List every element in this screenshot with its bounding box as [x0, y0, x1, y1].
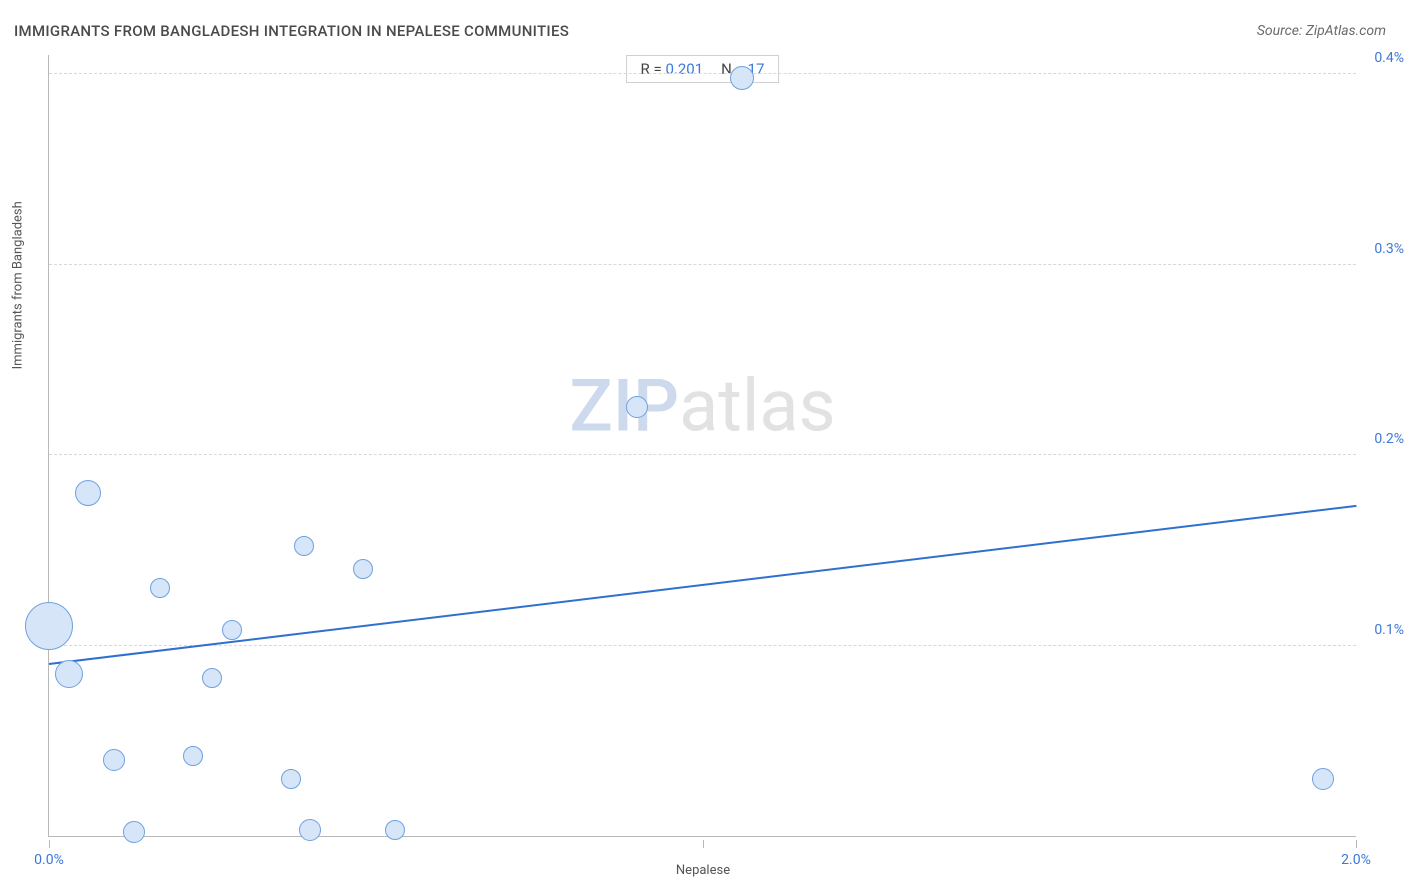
r-value: 0.201: [665, 60, 703, 78]
data-point: [730, 66, 754, 90]
r-label: R =: [641, 60, 662, 78]
data-point: [75, 480, 101, 506]
data-point: [103, 749, 125, 771]
chart-source: Source: ZipAtlas.com: [1257, 23, 1386, 39]
x-tick-label: 2.0%: [1341, 852, 1371, 868]
data-point: [150, 578, 170, 598]
watermark-zip: ZIP: [569, 364, 679, 449]
x-tick-label: 0.0%: [34, 852, 64, 868]
y-tick-label: 0.4%: [1374, 50, 1404, 66]
scatter-chart: ZIPatlas R = 0.201 N = 17 0.1%0.2%0.3%0.…: [48, 55, 1356, 837]
r-stat: R = 0.201: [641, 60, 704, 78]
data-point: [183, 746, 203, 766]
watermark: ZIPatlas: [569, 364, 835, 449]
data-point: [202, 668, 222, 688]
trend-line: [49, 504, 1356, 664]
gridline: [49, 645, 1356, 646]
chart-title: IMMIGRANTS FROM BANGLADESH INTEGRATION I…: [14, 22, 569, 40]
data-point: [1312, 768, 1334, 790]
y-tick-label: 0.2%: [1374, 431, 1404, 447]
data-point: [123, 821, 145, 843]
data-point: [222, 620, 242, 640]
y-tick-label: 0.3%: [1374, 241, 1404, 257]
gridline: [49, 454, 1356, 455]
watermark-atlas: atlas: [679, 364, 836, 449]
x-tick: [1356, 840, 1357, 848]
x-tick: [49, 840, 50, 848]
y-axis-label: Immigrants from Bangladesh: [11, 201, 26, 369]
data-point: [353, 559, 373, 579]
data-point: [281, 769, 301, 789]
x-axis-label: Nepalese: [676, 863, 730, 878]
data-point: [294, 536, 314, 556]
data-point: [25, 602, 73, 650]
y-tick-label: 0.1%: [1374, 622, 1404, 638]
x-tick: [703, 840, 704, 848]
data-point: [55, 660, 83, 688]
stats-legend: R = 0.201 N = 17: [626, 55, 780, 83]
data-point: [385, 820, 405, 840]
data-point: [299, 819, 321, 841]
data-point: [626, 396, 648, 418]
gridline: [49, 264, 1356, 265]
gridline: [49, 73, 1356, 74]
chart-header: IMMIGRANTS FROM BANGLADESH INTEGRATION I…: [0, 0, 1406, 50]
